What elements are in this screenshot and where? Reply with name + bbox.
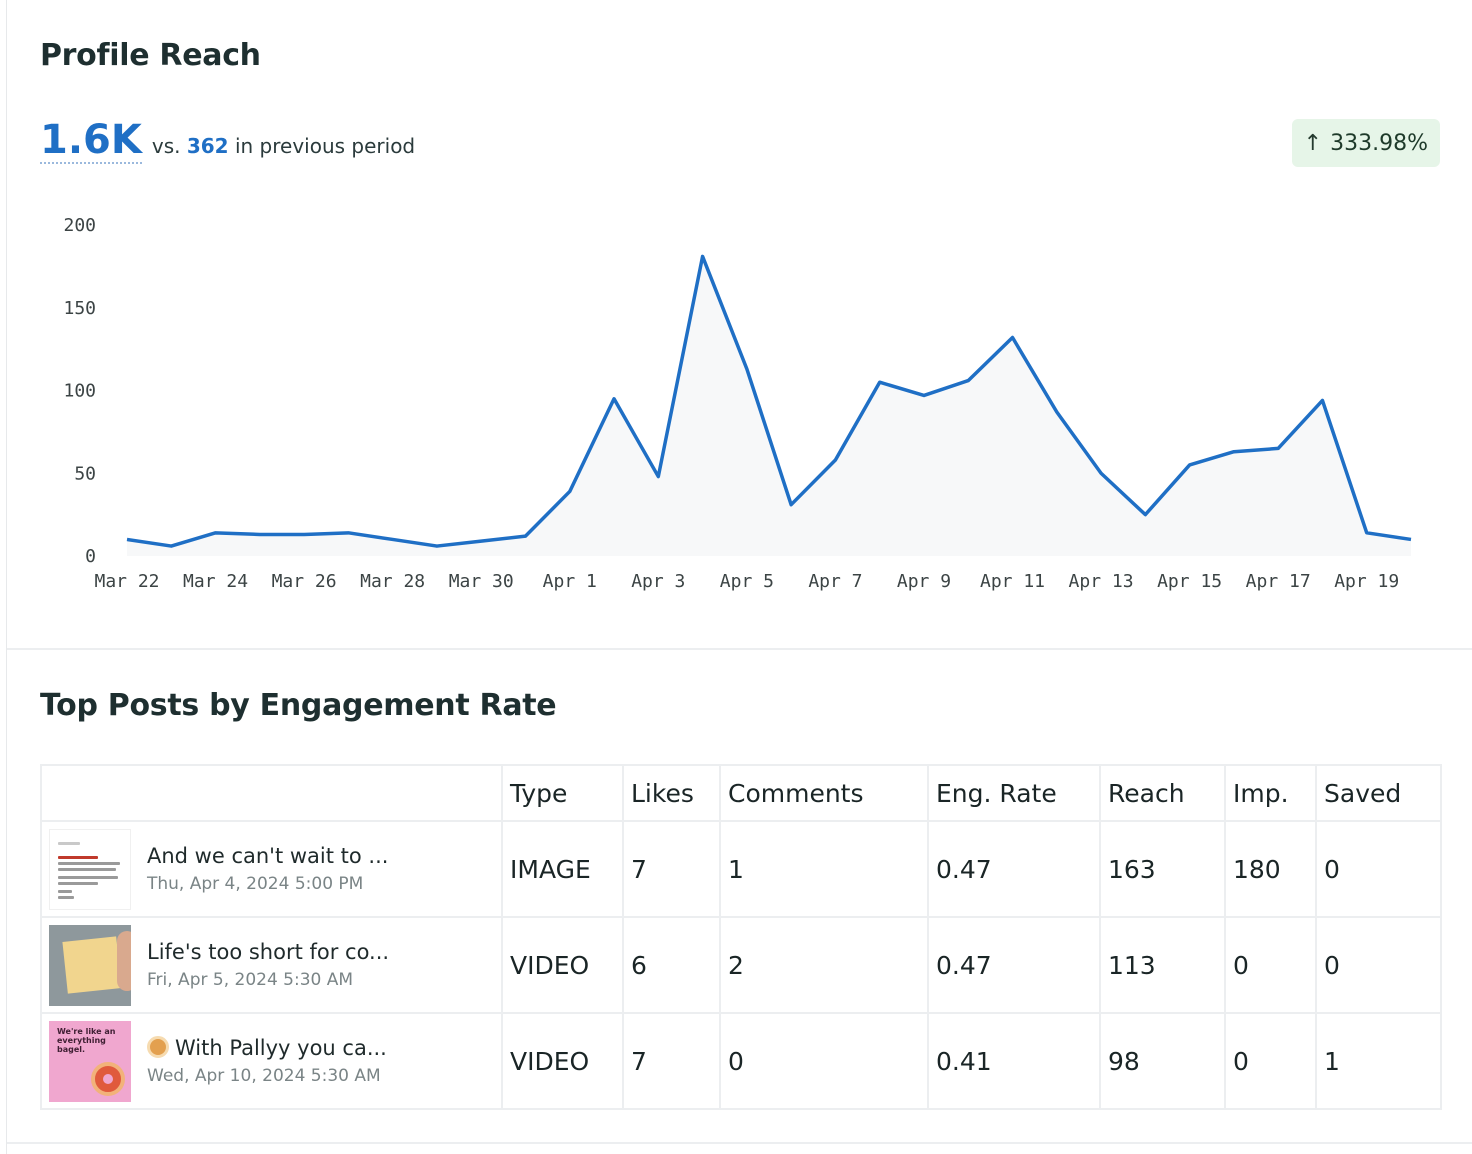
x-tick-label: Apr 5 [720,571,774,592]
column-header-likes[interactable]: Likes [622,764,721,822]
post-imp: 0 [1224,1012,1317,1110]
post-reach: 98 [1099,1012,1226,1110]
x-tick-label: Apr 13 [1069,571,1134,592]
post-comments: 0 [719,1012,929,1110]
post-type: VIDEO [501,916,624,1014]
x-tick-label: Apr 7 [808,571,862,592]
column-header-saved[interactable]: Saved [1315,764,1442,822]
y-tick-label: 150 [63,298,96,319]
x-tick-label: Mar 30 [449,571,514,592]
post-imp: 180 [1224,820,1317,918]
x-tick-label: Apr 3 [631,571,685,592]
column-header-eng-rate[interactable]: Eng. Rate [927,764,1101,822]
post-title-row[interactable]: With Pallyy you ca... [147,1036,387,1060]
post-title[interactable]: And we can't wait to ... [147,844,389,868]
y-tick-label: 50 [74,463,96,484]
reach-series-line [126,254,1412,548]
profile-reach-card: Profile Reach 1.6K vs. 362 in previous p… [7,0,1472,650]
reach-chart-svg: 0 50 100 150 200 Mar 22 Mar 24 Mar 26 Mar 28 Mar … [63,215,1412,592]
vs-label: vs. [151,134,181,158]
post-cell[interactable]: We're like an everything bagel. With Pal… [40,1012,503,1110]
reach-area-fill [127,256,1411,556]
table-row[interactable]: And we can't wait to ... Thu, Apr 4, 202… [40,820,1442,918]
post-saved: 1 [1315,1012,1442,1110]
post-type: IMAGE [501,820,624,918]
arrow-up-icon: ↑ [1303,130,1323,156]
top-posts-title: Top Posts by Engagement Rate [40,688,557,723]
x-tick-label: Apr 15 [1157,571,1222,592]
column-header-type[interactable]: Type [501,764,624,822]
post-date: Fri, Apr 5, 2024 5:30 AM [147,970,354,990]
x-tick-label: Apr 19 [1334,571,1399,592]
table-row[interactable]: Life's too short for co... Fri, Apr 5, 2… [40,916,1442,1014]
donut-icon [91,1061,125,1096]
column-header-reach[interactable]: Reach [1099,764,1226,822]
post-thumbnail[interactable]: We're like an everything bagel. [49,1020,131,1102]
column-header-post [40,764,503,822]
post-thumbnail[interactable] [49,924,131,1006]
y-tick-label: 0 [85,546,96,567]
post-title[interactable]: Life's too short for co... [147,940,390,964]
post-date: Thu, Apr 4, 2024 5:00 PM [147,874,364,894]
post-saved: 0 [1315,820,1442,918]
post-thumbnail[interactable] [49,828,131,910]
reach-chart: 0 50 100 150 200 Mar 22 Mar 24 Mar 26 Mar 28 Mar … [7,200,1472,610]
post-imp: 0 [1224,916,1317,1014]
post-title: With Pallyy you ca... [175,1036,387,1060]
x-tick-label: Mar 24 [183,571,248,592]
thumbnail-text: We're like an everything bagel. [57,1026,116,1054]
post-eng-rate: 0.41 [927,1012,1101,1110]
profile-reach-title: Profile Reach [40,38,261,73]
post-cell[interactable]: Life's too short for co... Fri, Apr 5, 2… [40,916,503,1014]
top-posts-table: Type Likes Comments Eng. Rate Reach Imp.… [40,764,1442,1110]
x-tick-label: Apr 11 [980,571,1045,592]
post-eng-rate: 0.47 [927,820,1101,918]
post-reach: 163 [1099,820,1226,918]
analytics-page: Profile Reach 1.6K vs. 362 in previous p… [6,0,1472,1154]
previous-period-label: in previous period [234,134,416,158]
post-comments: 2 [719,916,929,1014]
post-cell[interactable]: And we can't wait to ... Thu, Apr 4, 202… [40,820,503,918]
x-tick-label: Mar 22 [94,571,159,592]
post-date: Wed, Apr 10, 2024 5:30 AM [147,1066,381,1086]
x-tick-label: Apr 1 [543,571,597,592]
x-tick-label: Apr 9 [897,571,951,592]
post-saved: 0 [1315,916,1442,1014]
post-comments: 1 [719,820,929,918]
column-header-imp[interactable]: Imp. [1224,764,1317,822]
reach-comparison: vs. 362 in previous period [152,134,415,158]
post-reach: 113 [1099,916,1226,1014]
post-likes: 7 [622,1012,721,1110]
bagel-emoji-icon [147,1036,169,1058]
change-badge: ↑ 333.98% [1291,119,1440,167]
x-tick-label: Mar 28 [360,571,425,592]
table-header-row: Type Likes Comments Eng. Rate Reach Imp.… [40,764,1442,822]
reach-total-value[interactable]: 1.6K [40,117,142,164]
x-tick-label: Mar 26 [272,571,337,592]
previous-period-value: 362 [186,134,229,158]
y-tick-label: 100 [63,381,96,402]
y-tick-label: 200 [63,215,96,236]
column-header-comments[interactable]: Comments [719,764,929,822]
post-likes: 6 [622,916,721,1014]
table-row[interactable]: We're like an everything bagel. With Pal… [40,1012,1442,1110]
post-type: VIDEO [501,1012,624,1110]
top-posts-card: Top Posts by Engagement Rate Type Likes … [7,652,1472,1144]
x-tick-label: Apr 17 [1246,571,1311,592]
reach-kpi: 1.6K vs. 362 in previous period [40,118,415,164]
change-percent: 333.98% [1330,130,1428,156]
post-likes: 7 [622,820,721,918]
post-eng-rate: 0.47 [927,916,1101,1014]
